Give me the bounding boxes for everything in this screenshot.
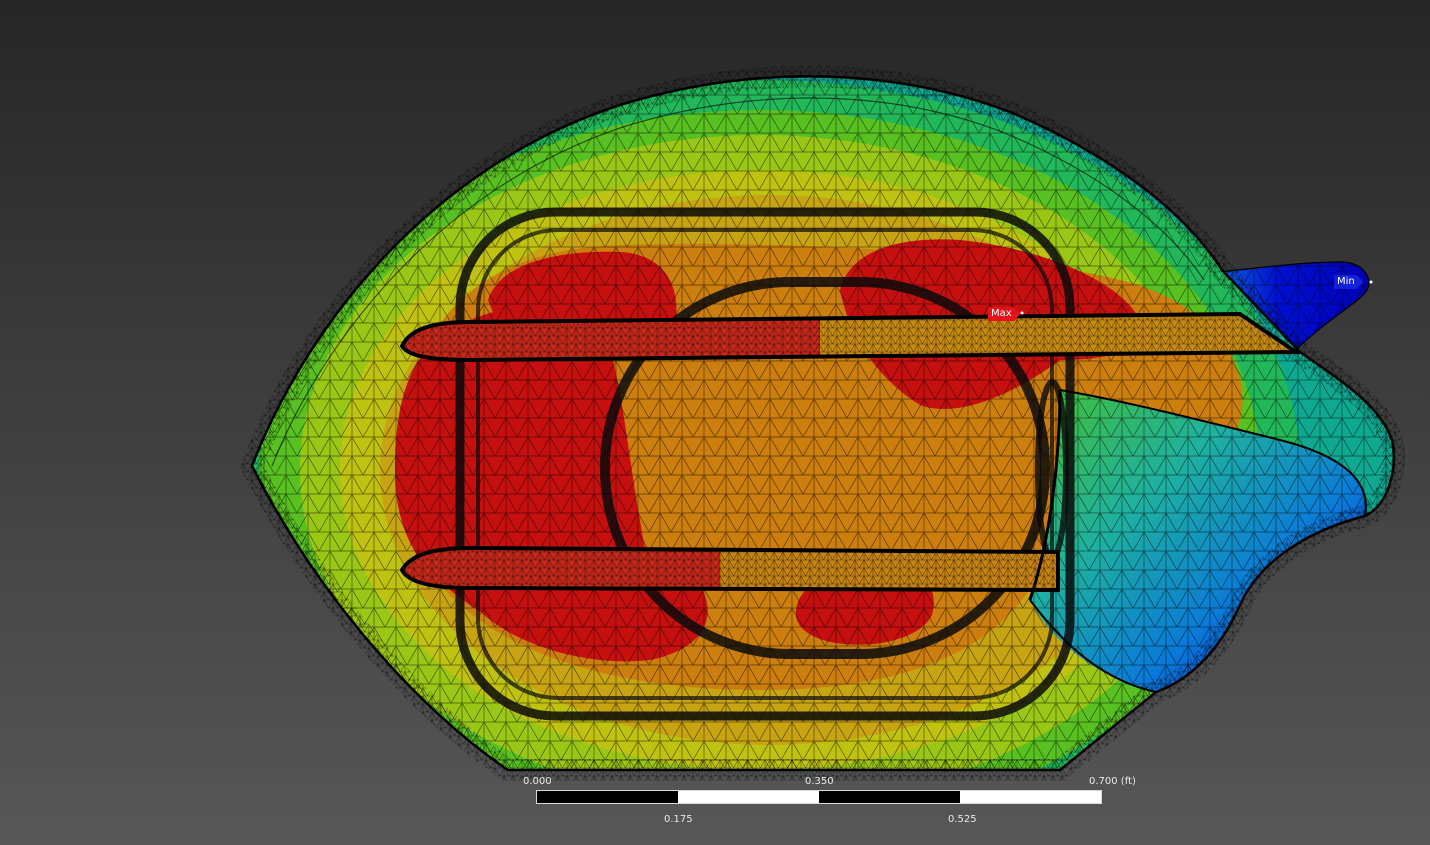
min-point-marker [1369, 280, 1373, 284]
scale-segment [537, 791, 678, 803]
scale-label-350: 0.350 [805, 776, 834, 787]
lower-tube [399, 545, 1060, 593]
scale-track [536, 790, 1102, 804]
scale-segment [819, 791, 960, 803]
scale-segment [960, 791, 1101, 803]
contour-body [252, 76, 1394, 770]
scale-bar: 0.000 0.350 0.700 (ft) 0.175 0.525 [520, 774, 1160, 834]
scale-label-525: 0.525 [948, 814, 977, 825]
scale-label-175: 0.175 [664, 814, 693, 825]
max-probe-label[interactable]: Max [988, 307, 1021, 321]
upper-tube [399, 311, 1303, 363]
inner-chamber-outline [455, 207, 1075, 721]
scale-label-0: 0.000 [523, 776, 552, 787]
min-probe-label[interactable]: Min [1334, 275, 1364, 289]
scale-label-700: 0.700 (ft) [1089, 776, 1136, 787]
scale-segment [678, 791, 819, 803]
max-point-marker [1020, 311, 1024, 315]
